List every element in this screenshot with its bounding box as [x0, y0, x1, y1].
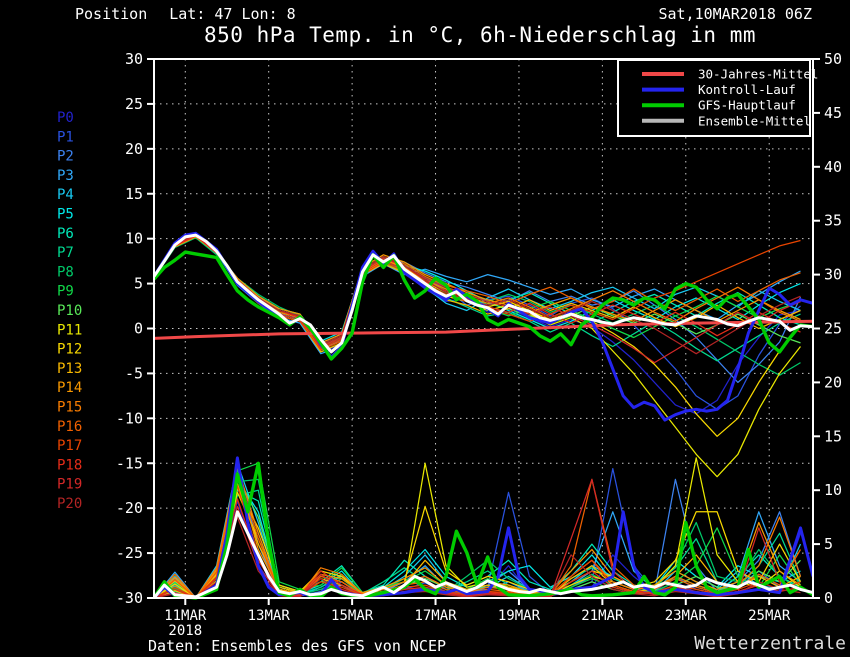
y-left-tick-label: -20 — [116, 499, 143, 517]
y-left-tick-label: 15 — [125, 185, 143, 203]
member-label-P10: P10 — [57, 303, 82, 319]
member-label-P9: P9 — [57, 284, 74, 300]
member-label-P18: P18 — [57, 457, 82, 473]
legend-label: 30-Jahres-Mittel — [698, 67, 818, 82]
member-label-P17: P17 — [57, 438, 82, 454]
legend-label: Kontroll-Lauf — [698, 82, 796, 97]
y-left-tick-label: 5 — [134, 275, 143, 293]
y-left-tick-label: -5 — [125, 364, 143, 382]
y-right-tick-label: 25 — [824, 320, 842, 338]
member-temp-line-P11 — [153, 233, 801, 478]
position-coords: Lat: 47 Lon: 8 — [169, 5, 296, 23]
member-temp-line-P1 — [153, 232, 801, 410]
x-tick-label: 25MAR — [748, 608, 791, 624]
y-left-tick-label: 10 — [125, 230, 143, 248]
x-tick-label: 21MAR — [581, 608, 624, 624]
y-left-tick-label: -25 — [116, 544, 143, 562]
member-label-P12: P12 — [57, 342, 82, 358]
x-tick-label: 11MAR — [164, 608, 207, 624]
y-left-tick-label: 25 — [125, 95, 143, 113]
run-datetime: Sat,10MAR2018 06Z — [658, 5, 812, 23]
y-right-tick-label: 5 — [824, 535, 833, 553]
y-right-tick-label: 45 — [824, 104, 842, 122]
member-label-P1: P1 — [57, 129, 74, 145]
member-label-P20: P20 — [57, 496, 82, 512]
x-tick-label: 23MAR — [665, 608, 708, 624]
member-label-P8: P8 — [57, 264, 74, 280]
y-left-tick-label: -30 — [116, 589, 143, 607]
legend-label: Ensemble-Mittel — [698, 113, 811, 128]
x-tick-label: 19MAR — [498, 608, 541, 624]
x-year-label: 2018 — [168, 623, 202, 639]
member-label-P3: P3 — [57, 168, 74, 184]
y-right-tick-label: 15 — [824, 427, 842, 445]
chart-legend: 30-Jahres-MittelKontroll-LaufGFS-Hauptla… — [617, 59, 818, 137]
x-tick-label: 15MAR — [331, 608, 374, 624]
series-temp-klima — [153, 319, 814, 340]
y-left-tick-label: -15 — [116, 454, 143, 472]
member-precip-line-P7 — [153, 489, 802, 599]
series-temp-mittel — [153, 233, 814, 354]
member-temp-line-P19 — [153, 234, 801, 364]
member-label-P6: P6 — [57, 226, 74, 242]
y-left-tick-label: 0 — [134, 320, 143, 338]
y-right-tick-label: 30 — [824, 266, 842, 284]
member-temp-line-P14 — [153, 236, 801, 344]
brand-label: Wetterzentrale — [694, 633, 846, 654]
legend-label: GFS-Hauptlauf — [698, 98, 796, 113]
x-tick-label: 17MAR — [414, 608, 457, 624]
y-left-tick-label: -10 — [116, 409, 143, 427]
y-right-tick-label: 10 — [824, 481, 842, 499]
x-tick-label: 13MAR — [248, 608, 291, 624]
y-right-tick-label: 0 — [824, 589, 833, 607]
series-precip-hauptlauf — [153, 461, 814, 600]
member-label-P11: P11 — [57, 322, 82, 338]
y-left-tick-label: 30 — [125, 50, 143, 68]
member-label-column: P0 P1 P2 P3 P4 P5 P6 P7 P8 P9 P10 P11 P12 P13 P14 P15 P1… — [57, 110, 82, 512]
y-right-tick-label: 20 — [824, 373, 842, 391]
position-label: Position — [75, 5, 148, 23]
y-right-tick-label: 40 — [824, 158, 842, 176]
member-label-P4: P4 — [57, 187, 74, 203]
member-label-P2: P2 — [57, 149, 74, 165]
member-label-P0: P0 — [57, 110, 74, 126]
member-label-P5: P5 — [57, 207, 74, 223]
member-label-P13: P13 — [57, 361, 82, 377]
member-label-P15: P15 — [57, 400, 82, 416]
member-label-P14: P14 — [57, 380, 82, 396]
member-label-P7: P7 — [57, 245, 74, 261]
series-precip-mittel — [153, 510, 814, 599]
y-right-tick-label: 50 — [824, 50, 842, 68]
y-left-tick-label: 20 — [125, 140, 143, 158]
member-label-P19: P19 — [57, 477, 82, 493]
page-title: 850 hPa Temp. in °C, 6h-Niederschlag in … — [203, 23, 757, 47]
member-precip-line-P15 — [153, 465, 802, 599]
y-right-tick-label: 35 — [824, 212, 842, 230]
member-label-P16: P16 — [57, 419, 82, 435]
data-source-note: Daten: Ensembles des GFS von NCEP — [148, 637, 447, 655]
series-temp-hauptlauf — [153, 250, 814, 361]
position-header: Position Lat: 47 Lon: 8 — [75, 5, 296, 23]
